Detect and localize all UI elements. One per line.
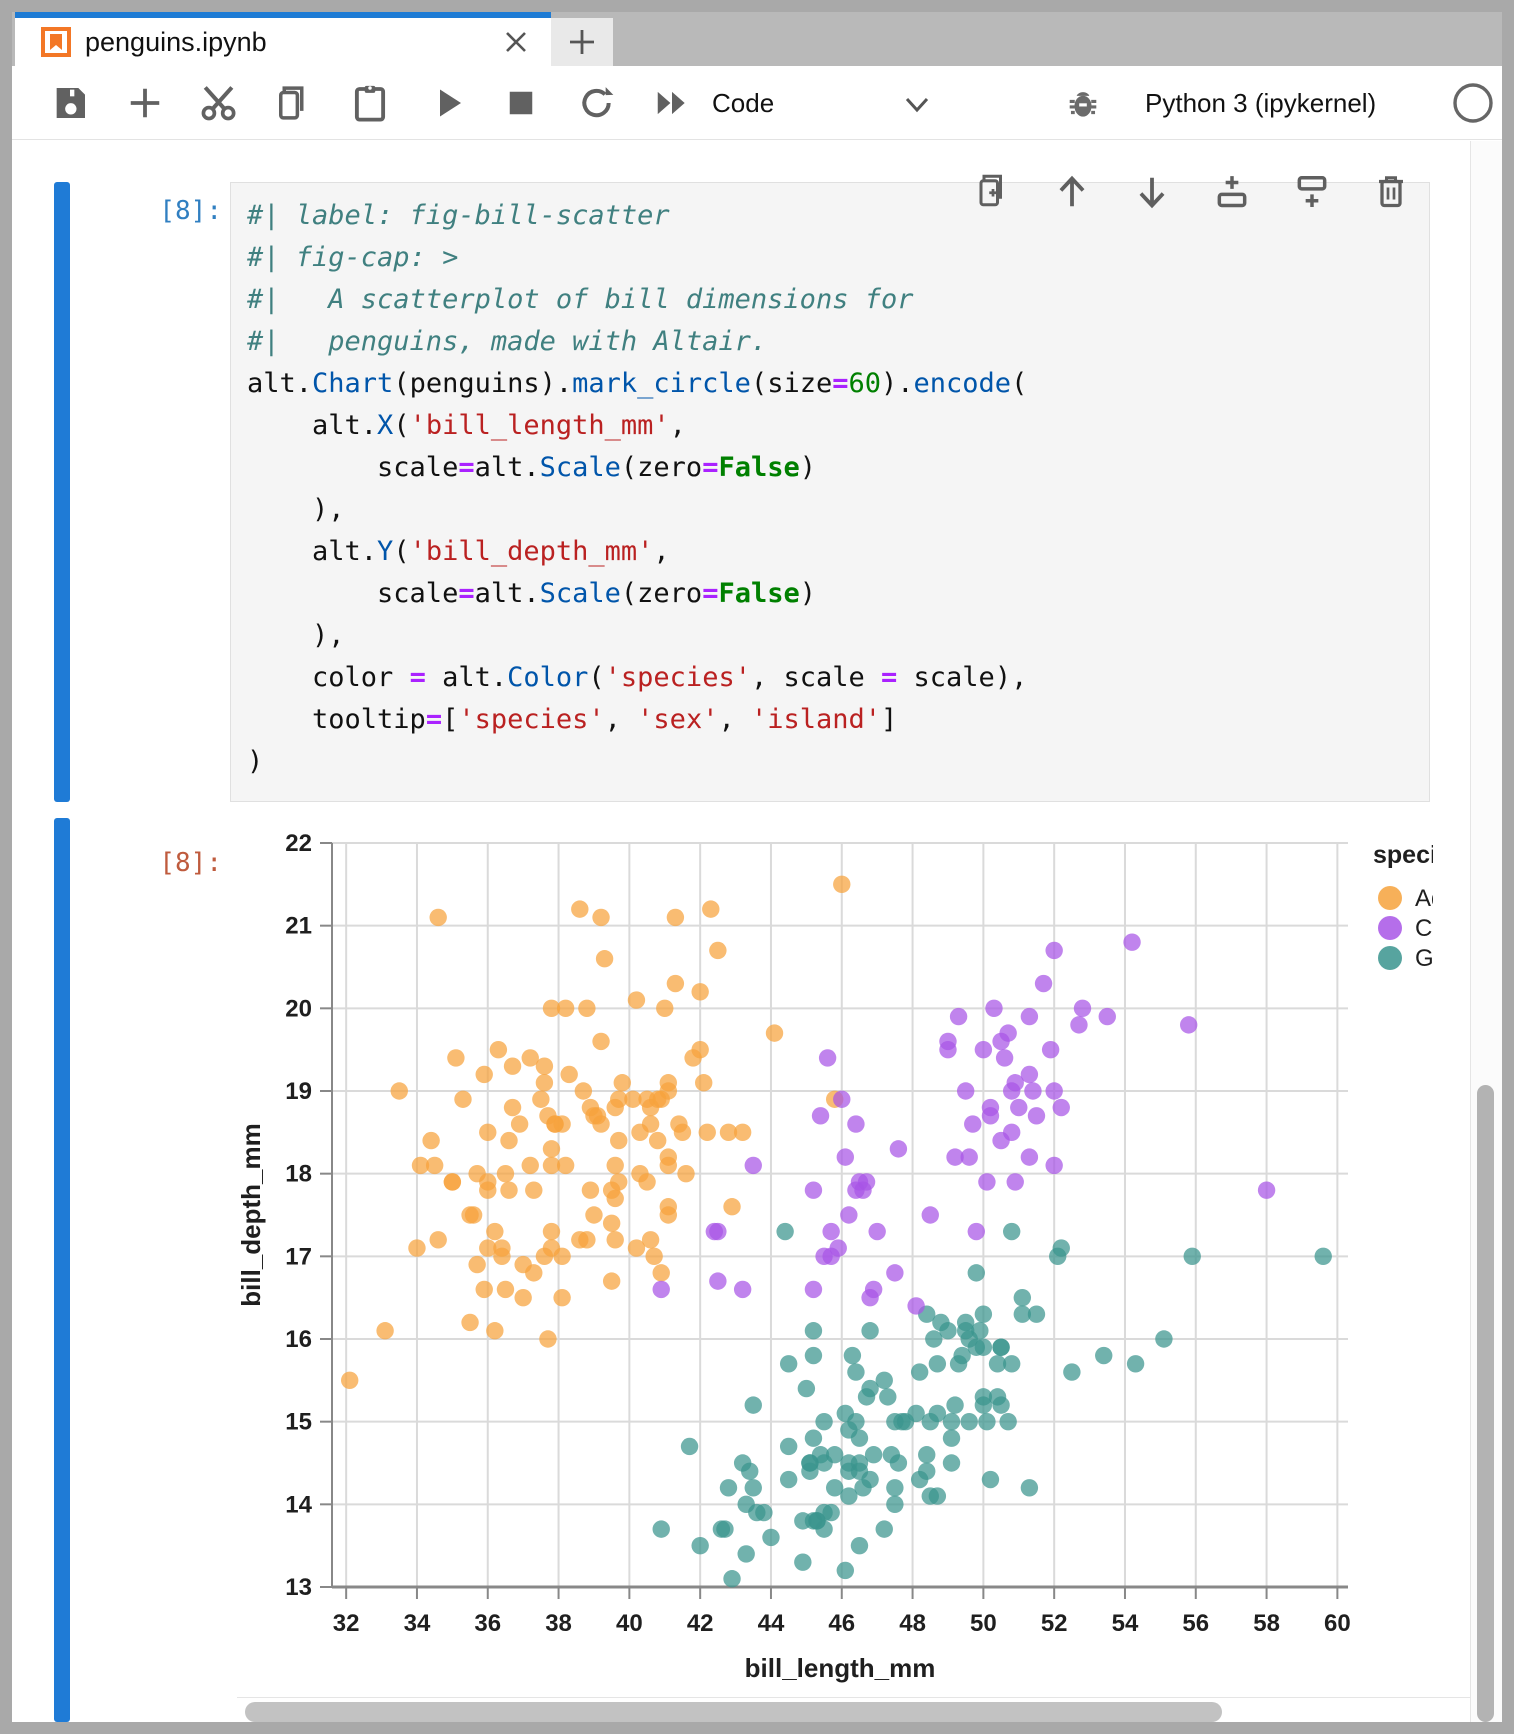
svg-text:bill_depth_mm: bill_depth_mm bbox=[236, 1123, 266, 1306]
duplicate-cell-button[interactable] bbox=[975, 172, 1011, 212]
svg-text:Chinstrap: Chinstrap bbox=[1415, 915, 1433, 942]
cut-button[interactable] bbox=[197, 81, 241, 125]
tab-penguins-notebook[interactable]: penguins.ipynb bbox=[15, 12, 551, 66]
paste-button[interactable] bbox=[349, 82, 391, 124]
svg-text:36: 36 bbox=[474, 1610, 501, 1637]
code-cell-editor[interactable]: #| label: fig-bill-scatter #| fig-cap: > #… bbox=[230, 182, 1430, 802]
svg-text:52: 52 bbox=[1041, 1610, 1068, 1637]
interrupt-button[interactable] bbox=[506, 88, 536, 118]
save-button[interactable] bbox=[50, 83, 90, 123]
vertical-scrollbar-thumb[interactable] bbox=[1477, 1085, 1494, 1722]
cell-type-dropdown[interactable]: Code bbox=[712, 66, 774, 140]
horizontal-scrollbar-thumb[interactable] bbox=[245, 1702, 1222, 1722]
input-cell-collapser[interactable] bbox=[54, 182, 70, 802]
notebook-toolbar: Code Python 3 (ipykernel) bbox=[12, 66, 1502, 140]
svg-text:bill_length_mm: bill_length_mm bbox=[745, 1653, 936, 1683]
svg-text:15: 15 bbox=[285, 1409, 312, 1436]
svg-text:21: 21 bbox=[285, 913, 312, 940]
run-all-button[interactable] bbox=[653, 84, 691, 122]
scatter-chart: 32 34 36 38 40 42 44 46 48 50 52 54 56 58 60 13 14 15 16 17… bbox=[236, 830, 1433, 1683]
code-text: #| label: fig-bill-scatter #| fig-cap: > #… bbox=[247, 200, 1028, 777]
svg-text:32: 32 bbox=[333, 1610, 360, 1637]
input-prompt: [8]: bbox=[159, 196, 222, 226]
svg-text:56: 56 bbox=[1182, 1610, 1209, 1637]
svg-text:46: 46 bbox=[828, 1610, 855, 1637]
cell-type-value: Code bbox=[712, 87, 775, 118]
svg-text:18: 18 bbox=[285, 1161, 312, 1188]
svg-text:42: 42 bbox=[687, 1610, 714, 1637]
tab-title: penguins.ipynb bbox=[85, 26, 267, 57]
output-prompt: [8]: bbox=[159, 848, 222, 878]
scatterplot-output: 32 34 36 38 40 42 44 46 48 50 52 54 56 58 60 13 14 15 16 17… bbox=[230, 805, 1433, 1685]
output-cell-collapser[interactable] bbox=[54, 818, 70, 1722]
svg-text:16: 16 bbox=[285, 1326, 312, 1353]
horizontal-scrollbar-separator bbox=[237, 1697, 1470, 1698]
kernel-name[interactable]: Python 3 (ipykernel) bbox=[1145, 87, 1377, 118]
svg-text:19: 19 bbox=[285, 1078, 312, 1105]
svg-text:13: 13 bbox=[285, 1574, 312, 1601]
move-up-button[interactable] bbox=[1053, 172, 1091, 212]
notebook-icon bbox=[41, 27, 71, 57]
svg-text:22: 22 bbox=[285, 830, 312, 857]
run-button[interactable] bbox=[431, 85, 467, 121]
insert-cell-button[interactable] bbox=[126, 84, 164, 122]
svg-text:17: 17 bbox=[285, 1243, 312, 1270]
cell-toolbar bbox=[975, 160, 1409, 224]
debugger-bug-icon[interactable] bbox=[1064, 84, 1102, 122]
svg-text:species: species bbox=[1373, 841, 1433, 869]
insert-below-button[interactable] bbox=[1293, 172, 1331, 212]
tab-bar: penguins.ipynb bbox=[12, 12, 1502, 66]
close-icon[interactable] bbox=[503, 29, 529, 55]
svg-text:14: 14 bbox=[285, 1491, 312, 1518]
copy-button[interactable] bbox=[272, 82, 314, 124]
move-down-button[interactable] bbox=[1133, 172, 1171, 212]
svg-text:38: 38 bbox=[545, 1610, 572, 1637]
svg-text:20: 20 bbox=[285, 995, 312, 1022]
svg-text:48: 48 bbox=[899, 1610, 926, 1637]
svg-text:44: 44 bbox=[758, 1610, 785, 1637]
svg-text:Adelie: Adelie bbox=[1415, 885, 1433, 912]
plus-icon bbox=[570, 30, 594, 54]
kernel-status-icon[interactable] bbox=[1451, 81, 1495, 125]
svg-text:40: 40 bbox=[616, 1610, 643, 1637]
svg-text:54: 54 bbox=[1112, 1610, 1139, 1637]
delete-cell-button[interactable] bbox=[1373, 172, 1409, 212]
svg-text:58: 58 bbox=[1253, 1610, 1280, 1637]
restart-kernel-button[interactable] bbox=[577, 83, 617, 123]
svg-text:Gentoo: Gentoo bbox=[1415, 945, 1433, 972]
insert-above-button[interactable] bbox=[1213, 172, 1251, 212]
chevron-down-icon[interactable] bbox=[900, 94, 934, 116]
svg-text:60: 60 bbox=[1324, 1610, 1351, 1637]
svg-text:50: 50 bbox=[970, 1610, 997, 1637]
new-tab-button[interactable] bbox=[551, 18, 613, 66]
svg-text:34: 34 bbox=[404, 1610, 431, 1637]
